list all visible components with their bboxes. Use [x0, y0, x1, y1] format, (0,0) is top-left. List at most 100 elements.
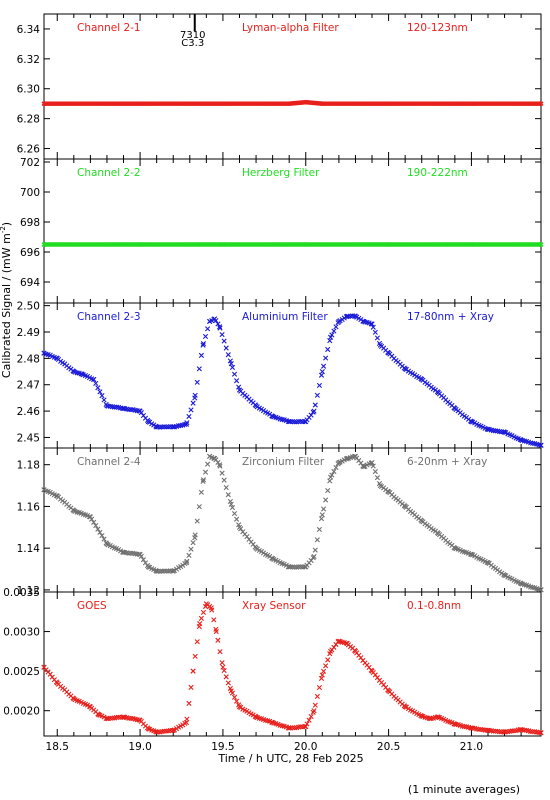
data-point	[217, 649, 223, 655]
data-point-anchor	[328, 474, 334, 480]
data-point-anchor	[435, 530, 441, 537]
data-point-anchor	[377, 482, 383, 489]
data-point-anchor	[286, 101, 292, 107]
data-point-anchor	[183, 560, 190, 566]
data-point	[190, 400, 196, 406]
data-point	[186, 700, 192, 706]
panel-frame	[43, 158, 542, 304]
data-point-anchor	[236, 704, 243, 710]
channel-label: Channel 2-3	[77, 311, 141, 323]
data-point-anchor	[468, 419, 475, 425]
x-tick-label: 20.5	[377, 741, 400, 753]
data-point-anchor	[485, 560, 491, 566]
y-tick-label: 1.14	[17, 543, 41, 555]
panel-frame	[43, 447, 542, 593]
y-tick-label: 6.34	[17, 24, 41, 36]
data-point	[140, 557, 146, 563]
data-point-anchor	[538, 587, 544, 593]
data-point	[316, 526, 323, 533]
panel-1: 6.26 6.28 6.30 6.32 6.34 Channel 2-1 Lyman-alp…	[17, 13, 544, 160]
data-point	[490, 728, 496, 734]
band-label: 120-123nm	[407, 22, 468, 34]
data-point	[211, 617, 217, 623]
data-point-anchor	[352, 648, 359, 654]
data-point	[370, 324, 376, 330]
data-point	[316, 684, 323, 691]
data-point-anchor	[286, 564, 292, 570]
y-tick-label: 2.46	[17, 406, 41, 418]
data-point-anchor	[386, 242, 391, 247]
data-point	[233, 516, 240, 522]
y-tick-label: 2.49	[17, 327, 40, 339]
data-point	[128, 407, 134, 413]
data-point-anchor	[518, 581, 524, 587]
data-point-anchor	[435, 714, 441, 720]
data-point-anchor	[154, 568, 160, 574]
series-points	[41, 601, 544, 736]
flare-marker-label-1: 7310	[180, 30, 205, 41]
data-point	[223, 674, 229, 680]
data-point	[225, 492, 231, 498]
data-point-anchor	[200, 342, 206, 348]
data-point-anchor	[183, 719, 190, 726]
data-point-anchor	[236, 524, 243, 530]
data-point	[190, 540, 196, 546]
data-point	[291, 564, 298, 570]
data-point	[370, 463, 376, 469]
data-point-anchor	[145, 726, 151, 732]
x-tick-label: 18.5	[46, 741, 69, 753]
data-point	[101, 536, 107, 542]
data-point	[97, 389, 103, 395]
data-point	[225, 352, 231, 358]
y-tick-label: 1.16	[17, 501, 41, 513]
data-point	[219, 660, 225, 666]
data-point	[316, 382, 323, 389]
data-point	[331, 468, 337, 475]
data-point	[186, 552, 192, 558]
data-point	[225, 680, 231, 686]
data-point-anchor	[328, 648, 334, 654]
data-point-anchor	[220, 242, 226, 247]
data-point-anchor	[192, 535, 198, 541]
data-point-anchor	[311, 553, 317, 560]
data-point-anchor	[137, 242, 143, 247]
data-point	[320, 506, 327, 512]
data-point	[155, 729, 161, 735]
data-point	[219, 470, 225, 476]
data-point-anchor	[270, 413, 276, 419]
data-point-anchor	[311, 408, 317, 414]
data-point-anchor	[154, 424, 160, 430]
data-point-anchor	[41, 350, 47, 356]
data-point	[91, 519, 97, 525]
data-point	[318, 516, 325, 522]
data-point-anchor	[208, 605, 214, 611]
data-point	[227, 498, 233, 505]
data-point-anchor	[452, 721, 458, 727]
data-point	[374, 335, 380, 341]
data-point-anchor	[501, 572, 508, 578]
band-label: 0.1-0.8nm	[407, 600, 461, 612]
data-point	[312, 402, 318, 408]
data-point	[530, 729, 536, 735]
series-points	[41, 242, 544, 247]
data-point-anchor	[192, 395, 198, 401]
data-point-anchor	[41, 487, 47, 493]
data-point	[231, 510, 238, 517]
data-point	[325, 657, 331, 663]
data-point	[331, 328, 337, 334]
data-point	[358, 460, 364, 466]
data-point	[215, 637, 221, 643]
data-point-anchor	[352, 453, 359, 459]
data-point-anchor	[344, 313, 350, 319]
y-tick-label: 2.45	[17, 432, 40, 444]
data-point	[233, 698, 240, 704]
series-points	[41, 453, 544, 593]
data-point	[202, 469, 209, 475]
data-point	[325, 487, 331, 494]
data-point	[223, 345, 229, 351]
data-point-anchor	[286, 725, 292, 731]
data-point-anchor	[538, 442, 544, 448]
x-tick-label: 19.0	[128, 741, 151, 753]
data-point-anchor	[538, 730, 544, 736]
data-point	[231, 371, 238, 377]
